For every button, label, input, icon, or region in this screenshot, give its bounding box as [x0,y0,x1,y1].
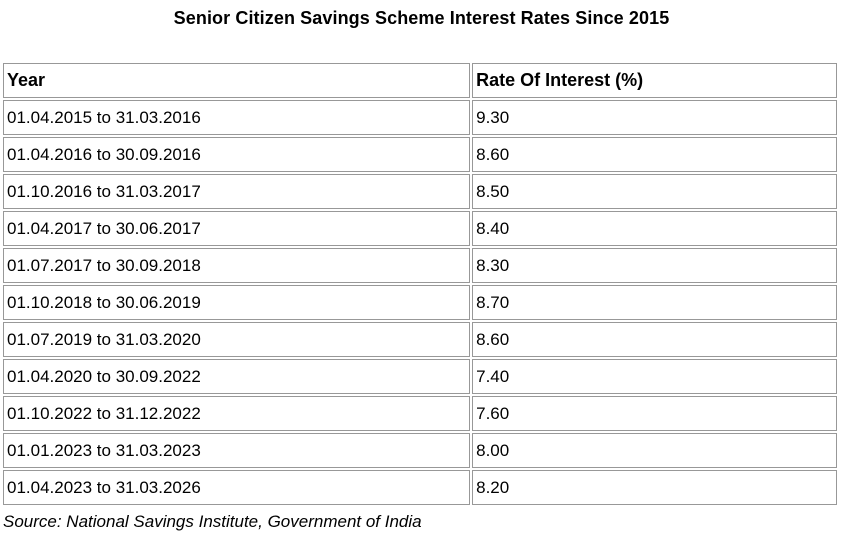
year-cell: 01.04.2017 to 30.06.2017 [3,211,471,246]
rate-cell: 8.60 [472,137,837,172]
year-cell: 01.04.2020 to 30.09.2022 [3,359,471,394]
rate-cell: 8.00 [472,433,837,468]
table-row: 01.07.2019 to 31.03.2020 8.60 [3,322,837,357]
rate-cell: 8.70 [472,285,837,320]
table-row: 01.10.2022 to 31.12.2022 7.60 [3,396,837,431]
page-title: Senior Citizen Savings Scheme Interest R… [173,8,670,28]
year-cell: 01.10.2016 to 31.03.2017 [3,174,471,209]
rate-cell: 7.60 [472,396,837,431]
header-year: Year [3,63,471,98]
table-row: 01.04.2023 to 31.03.2026 8.20 [3,470,837,505]
table-row: 01.10.2018 to 30.06.2019 8.70 [3,285,837,320]
year-cell: 01.01.2023 to 31.03.2023 [3,433,471,468]
rate-cell: 8.50 [472,174,837,209]
year-cell: 01.04.2015 to 31.03.2016 [3,100,471,135]
rate-cell: 8.30 [472,248,837,283]
table-row: 01.04.2017 to 30.06.2017 8.40 [3,211,837,246]
year-cell: 01.10.2018 to 30.06.2019 [3,285,471,320]
rate-cell: 9.30 [472,100,837,135]
table-row: 01.04.2016 to 30.09.2016 8.60 [3,137,837,172]
year-cell: 01.07.2017 to 30.09.2018 [3,248,471,283]
year-cell: 01.04.2023 to 31.03.2026 [3,470,471,505]
source-note: Source: National Savings Institute, Gove… [3,512,422,531]
rate-cell: 8.40 [472,211,837,246]
year-cell: 01.10.2022 to 31.12.2022 [3,396,471,431]
year-cell: 01.04.2016 to 30.09.2016 [3,137,471,172]
year-cell: 01.07.2019 to 31.03.2020 [3,322,471,357]
rate-cell: 7.40 [472,359,837,394]
table-row: 01.07.2017 to 30.09.2018 8.30 [3,248,837,283]
table-row: 01.10.2016 to 31.03.2017 8.50 [3,174,837,209]
rate-cell: 8.20 [472,470,837,505]
table-row: 01.04.2015 to 31.03.2016 9.30 [3,100,837,135]
table-row: 01.04.2020 to 30.09.2022 7.40 [3,359,837,394]
table-row: 01.01.2023 to 31.03.2023 8.00 [3,433,837,468]
table-header-row: Year Rate Of Interest (%) [3,63,837,98]
rate-cell: 8.60 [472,322,837,357]
interest-rates-table: Year Rate Of Interest (%) 01.04.2015 to … [1,61,839,507]
header-rate-of-interest: Rate Of Interest (%) [472,63,837,98]
